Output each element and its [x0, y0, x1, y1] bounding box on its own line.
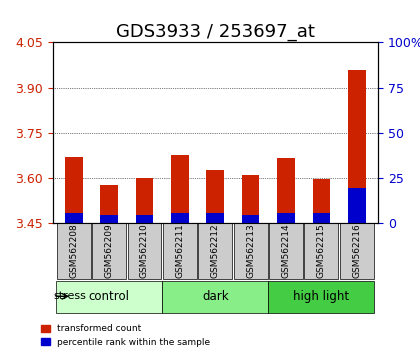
Bar [312, 213, 330, 223]
Bar [65, 157, 83, 223]
FancyBboxPatch shape [269, 223, 303, 279]
FancyBboxPatch shape [57, 223, 91, 279]
Text: GSM562209: GSM562209 [105, 223, 113, 278]
Bar [100, 185, 118, 223]
Bar [242, 215, 260, 223]
Bar [348, 69, 366, 223]
Legend: transformed count, percentile rank within the sample: transformed count, percentile rank withi… [38, 321, 213, 349]
Text: GSM562215: GSM562215 [317, 223, 326, 278]
Text: GSM562214: GSM562214 [281, 224, 291, 278]
Text: GSM562212: GSM562212 [211, 224, 220, 278]
Text: stress: stress [53, 291, 86, 301]
Bar [136, 215, 153, 223]
Bar [277, 213, 295, 223]
Text: GSM562208: GSM562208 [69, 223, 78, 278]
FancyBboxPatch shape [128, 223, 161, 279]
FancyBboxPatch shape [92, 223, 126, 279]
Bar [312, 179, 330, 223]
Text: control: control [89, 290, 130, 303]
Title: GDS3933 / 253697_at: GDS3933 / 253697_at [116, 23, 315, 41]
Text: GSM562216: GSM562216 [352, 223, 361, 278]
Bar [348, 188, 366, 223]
Text: high light: high light [293, 290, 349, 303]
FancyBboxPatch shape [163, 223, 197, 279]
FancyBboxPatch shape [304, 223, 339, 279]
Bar [242, 175, 260, 223]
Bar [136, 178, 153, 223]
Bar [171, 213, 189, 223]
FancyBboxPatch shape [268, 281, 375, 313]
Text: GSM562213: GSM562213 [246, 223, 255, 278]
Bar [206, 213, 224, 223]
FancyBboxPatch shape [234, 223, 268, 279]
FancyBboxPatch shape [340, 223, 374, 279]
FancyBboxPatch shape [56, 281, 162, 313]
Bar [277, 158, 295, 223]
Bar [100, 215, 118, 223]
Text: GSM562211: GSM562211 [176, 223, 184, 278]
Text: GSM562210: GSM562210 [140, 223, 149, 278]
Bar [171, 155, 189, 223]
Text: dark: dark [202, 290, 228, 303]
FancyBboxPatch shape [162, 281, 268, 313]
Bar [65, 213, 83, 223]
FancyBboxPatch shape [198, 223, 232, 279]
Bar [206, 170, 224, 223]
